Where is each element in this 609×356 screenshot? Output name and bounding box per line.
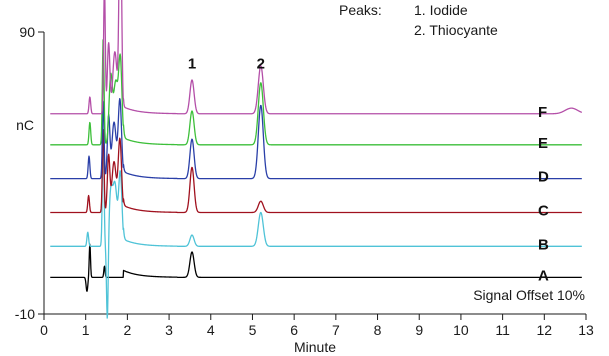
x-axis-title: Minute <box>294 339 336 355</box>
series-f-trace <box>49 0 583 115</box>
legend: Peaks: 1. Iodide 2. Thiocyante <box>339 2 498 38</box>
x-tick-label: 12 <box>537 322 553 338</box>
x-tick-label: 10 <box>453 322 469 338</box>
x-ticks: 0 1 2 3 4 5 6 7 8 9 10 11 12 13 <box>40 314 594 338</box>
x-tick-label: 7 <box>332 322 340 338</box>
x-tick-label: 5 <box>249 322 257 338</box>
y-axis-title: nC <box>16 117 34 133</box>
series-b-trace <box>49 135 583 319</box>
trace-label-d: D <box>538 169 549 186</box>
series-traces <box>49 0 583 319</box>
x-tick-label: 4 <box>207 322 215 338</box>
x-tick-label: 11 <box>495 322 510 338</box>
signal-offset-note: Signal Offset 10% <box>473 287 585 303</box>
y-tick-label: 90 <box>19 24 35 40</box>
trace-label-f: F <box>538 104 547 121</box>
trace-label-b: B <box>538 236 549 253</box>
x-tick-label: 1 <box>82 322 90 338</box>
trace-label-c: C <box>538 202 549 219</box>
series-a-trace <box>49 243 583 292</box>
x-tick-label: 3 <box>165 322 173 338</box>
x-tick-label: 0 <box>40 322 48 338</box>
trace-label-e: E <box>538 135 548 152</box>
axes <box>43 32 586 315</box>
series-d-trace <box>49 97 583 180</box>
x-tick-label: 6 <box>290 322 298 338</box>
x-tick-label: 9 <box>415 322 423 338</box>
legend-item-thiocyante: 2. Thiocyante <box>414 22 498 38</box>
trace-label-a: A <box>538 267 549 284</box>
y-tick-label: -10 <box>15 306 35 322</box>
legend-heading: Peaks: <box>339 2 382 18</box>
series-c-trace <box>49 128 583 214</box>
peak-label: 2 <box>257 56 265 73</box>
x-tick-label: 8 <box>374 322 382 338</box>
x-tick-label: 2 <box>123 322 131 338</box>
legend-item-iodide: 1. Iodide <box>414 2 468 18</box>
x-tick-label: 13 <box>578 322 594 338</box>
peak-label: 1 <box>188 56 196 73</box>
y-ticks: 90 -10 <box>15 24 44 322</box>
series-e-trace <box>49 39 583 146</box>
